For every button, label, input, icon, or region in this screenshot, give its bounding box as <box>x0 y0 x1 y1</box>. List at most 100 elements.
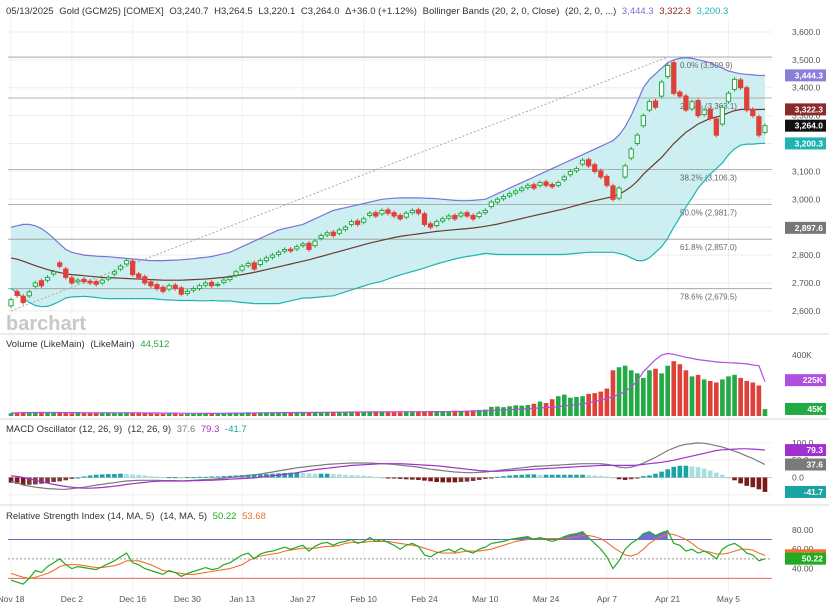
candle[interactable] <box>421 213 428 225</box>
candle[interactable] <box>202 282 209 286</box>
candle[interactable] <box>239 265 245 271</box>
candle[interactable] <box>282 248 288 252</box>
candle[interactable] <box>683 95 689 111</box>
candle[interactable] <box>367 212 373 216</box>
candle[interactable] <box>336 229 342 234</box>
candle[interactable] <box>166 285 172 290</box>
candle[interactable] <box>57 262 63 267</box>
candle[interactable] <box>87 280 93 284</box>
candle[interactable] <box>142 276 148 284</box>
candle[interactable] <box>494 198 501 203</box>
candle[interactable] <box>555 182 561 186</box>
candle[interactable] <box>148 281 154 287</box>
candle[interactable] <box>744 87 750 111</box>
candle[interactable] <box>373 212 379 217</box>
candle[interactable] <box>513 190 519 194</box>
candle[interactable] <box>470 214 476 220</box>
candle[interactable] <box>719 106 726 125</box>
candle[interactable] <box>549 184 555 188</box>
candle[interactable] <box>312 240 318 247</box>
candle[interactable] <box>586 159 592 167</box>
candle[interactable] <box>750 108 756 117</box>
candle[interactable] <box>525 184 531 189</box>
candle[interactable] <box>251 262 257 270</box>
candle[interactable] <box>409 209 415 214</box>
candle[interactable] <box>464 212 470 217</box>
candle[interactable] <box>26 291 32 297</box>
candle[interactable] <box>561 176 567 181</box>
candle[interactable] <box>628 148 634 159</box>
candle[interactable] <box>701 109 707 115</box>
candle[interactable] <box>731 78 738 90</box>
candle[interactable] <box>221 279 227 283</box>
candle[interactable] <box>306 242 312 250</box>
candle[interactable] <box>288 248 294 252</box>
candle[interactable] <box>415 209 422 214</box>
candle[interactable] <box>354 220 361 225</box>
candle[interactable] <box>196 285 203 290</box>
candle[interactable] <box>598 170 604 178</box>
candle[interactable] <box>646 101 653 111</box>
candle[interactable] <box>452 214 458 220</box>
candle[interactable] <box>403 212 409 218</box>
candle[interactable] <box>14 291 20 297</box>
candle[interactable] <box>93 281 99 285</box>
candle[interactable] <box>543 181 549 186</box>
candle[interactable] <box>756 116 762 136</box>
candle[interactable] <box>330 231 336 237</box>
candle[interactable] <box>379 209 385 215</box>
candle[interactable] <box>604 175 610 186</box>
candle[interactable] <box>190 288 197 291</box>
candle[interactable] <box>99 279 105 284</box>
candle[interactable] <box>537 182 543 186</box>
candle[interactable] <box>506 193 513 197</box>
candle[interactable] <box>713 118 719 136</box>
candle[interactable] <box>634 134 640 145</box>
candle[interactable] <box>762 125 768 133</box>
candle[interactable] <box>434 221 440 227</box>
candle[interactable] <box>488 201 494 208</box>
candle[interactable] <box>738 79 744 89</box>
candle[interactable] <box>69 277 75 284</box>
candle[interactable] <box>269 254 276 258</box>
candle[interactable] <box>178 287 184 295</box>
candle[interactable] <box>32 282 38 287</box>
candle[interactable] <box>440 218 446 222</box>
candle[interactable] <box>75 279 81 283</box>
candle[interactable] <box>482 209 488 214</box>
candle[interactable] <box>427 223 434 228</box>
candle[interactable] <box>342 226 349 230</box>
macd-panel[interactable]: 100.050.00.0-50.079.337.6-41.7 <box>0 438 829 506</box>
candle[interactable] <box>446 215 452 219</box>
candle[interactable] <box>458 212 464 217</box>
candle[interactable] <box>50 271 57 275</box>
candle[interactable] <box>658 81 665 97</box>
candle[interactable] <box>154 284 160 290</box>
candle[interactable] <box>263 257 270 262</box>
candle[interactable] <box>579 159 586 165</box>
candle[interactable] <box>652 100 659 108</box>
candle[interactable] <box>695 100 701 117</box>
candle[interactable] <box>136 273 142 278</box>
candle[interactable] <box>233 271 239 276</box>
candle[interactable] <box>215 283 221 286</box>
candle[interactable] <box>707 108 713 119</box>
candle[interactable] <box>63 268 69 278</box>
candle[interactable] <box>640 115 646 127</box>
candle[interactable] <box>391 212 397 217</box>
candle[interactable] <box>130 260 136 276</box>
candle[interactable] <box>38 280 45 287</box>
candle[interactable] <box>476 212 482 218</box>
candle[interactable] <box>20 295 26 303</box>
candle[interactable] <box>105 276 111 280</box>
candle[interactable] <box>123 260 130 265</box>
candle[interactable] <box>592 164 598 172</box>
candle[interactable] <box>677 91 683 97</box>
candle[interactable] <box>318 235 324 239</box>
candle[interactable] <box>725 92 732 103</box>
candle[interactable] <box>257 260 263 266</box>
candle[interactable] <box>227 276 233 281</box>
candle[interactable] <box>300 243 306 247</box>
candle[interactable] <box>348 221 355 225</box>
candle[interactable] <box>44 276 51 281</box>
